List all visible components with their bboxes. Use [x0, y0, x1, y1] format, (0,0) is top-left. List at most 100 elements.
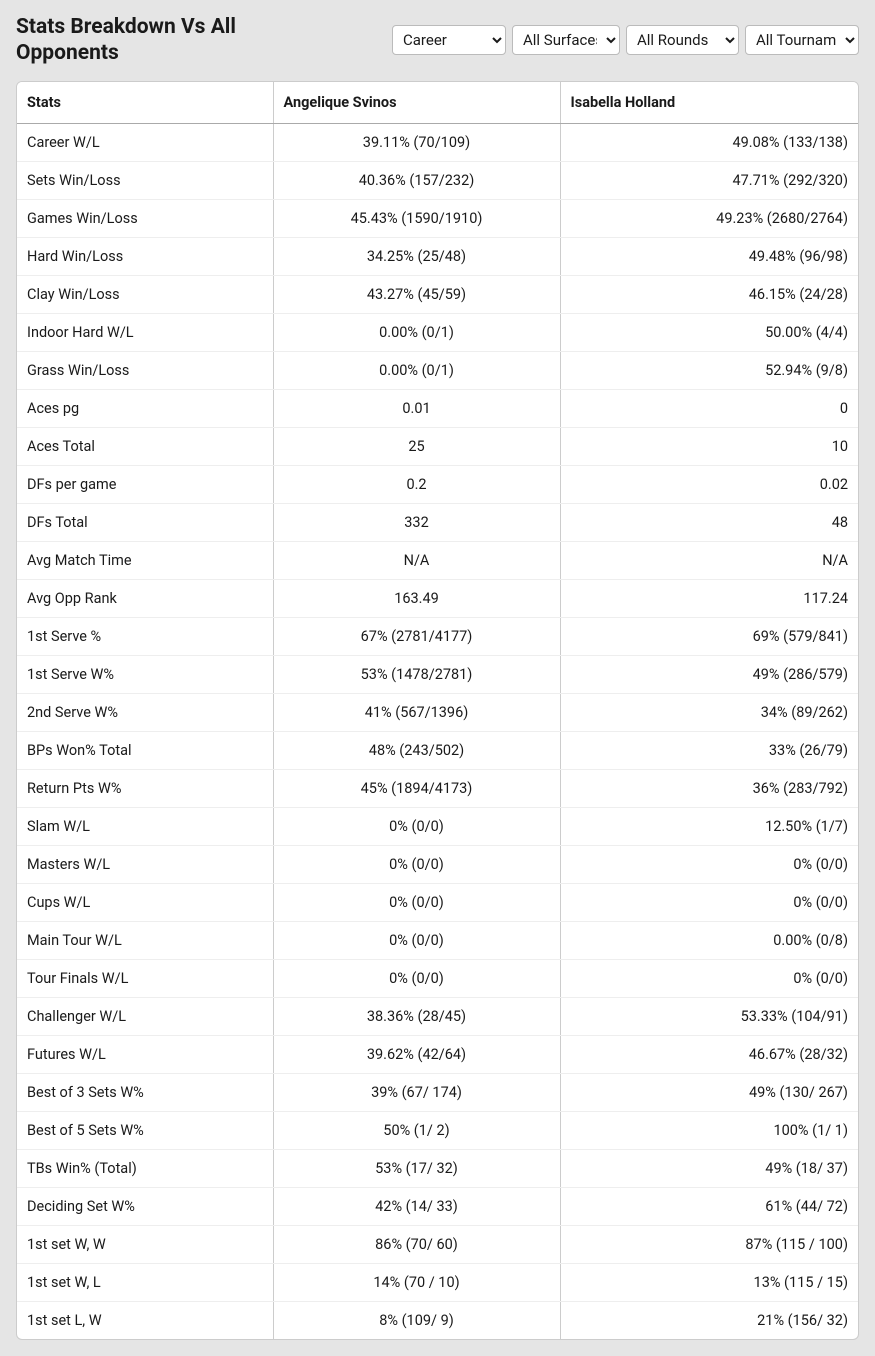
player1-value-cell: 163.49 — [273, 579, 560, 617]
table-row: Tour Finals W/L0% (0/0)0% (0/0) — [17, 959, 858, 997]
player1-value-cell: 39.11% (70/109) — [273, 123, 560, 161]
player2-value-cell: 34% (89/262) — [560, 693, 858, 731]
player1-value-cell: 0% (0/0) — [273, 807, 560, 845]
table-row: Grass Win/Loss0.00% (0/1)52.94% (9/8) — [17, 351, 858, 389]
player2-value-cell: 12.50% (1/7) — [560, 807, 858, 845]
stat-name-cell: Avg Opp Rank — [17, 579, 273, 617]
table-row: Clay Win/Loss43.27% (45/59)46.15% (24/28… — [17, 275, 858, 313]
player2-value-cell: 49.48% (96/98) — [560, 237, 858, 275]
stat-name-cell: DFs per game — [17, 465, 273, 503]
player2-value-cell: 48 — [560, 503, 858, 541]
table-row: Avg Match TimeN/AN/A — [17, 541, 858, 579]
stats-table-container: Stats Angelique Svinos Isabella Holland … — [16, 81, 859, 1340]
table-row: 1st Serve W%53% (1478/2781)49% (286/579) — [17, 655, 858, 693]
player1-value-cell: 0.00% (0/1) — [273, 313, 560, 351]
filter-surface[interactable]: All Surfaces — [512, 25, 620, 55]
player1-value-cell: 0.00% (0/1) — [273, 351, 560, 389]
player1-value-cell: 38.36% (28/45) — [273, 997, 560, 1035]
table-row: DFs Total33248 — [17, 503, 858, 541]
table-row: Avg Opp Rank163.49117.24 — [17, 579, 858, 617]
stat-name-cell: Deciding Set W% — [17, 1187, 273, 1225]
table-header-row: Stats Angelique Svinos Isabella Holland — [17, 82, 858, 124]
player1-value-cell: 86% (70/ 60) — [273, 1225, 560, 1263]
player2-value-cell: 36% (283/792) — [560, 769, 858, 807]
stat-name-cell: TBs Win% (Total) — [17, 1149, 273, 1187]
table-row: Sets Win/Loss40.36% (157/232)47.71% (292… — [17, 161, 858, 199]
table-row: Slam W/L0% (0/0)12.50% (1/7) — [17, 807, 858, 845]
stat-name-cell: Grass Win/Loss — [17, 351, 273, 389]
table-row: 2nd Serve W%41% (567/1396)34% (89/262) — [17, 693, 858, 731]
filter-tournaments[interactable]: All Tournaments — [745, 25, 859, 55]
table-row: Deciding Set W%42% (14/ 33)61% (44/ 72) — [17, 1187, 858, 1225]
player2-value-cell: 87% (115 / 100) — [560, 1225, 858, 1263]
player2-value-cell: 0% (0/0) — [560, 883, 858, 921]
player1-value-cell: 8% (109/ 9) — [273, 1301, 560, 1339]
table-row: Career W/L39.11% (70/109)49.08% (133/138… — [17, 123, 858, 161]
player2-value-cell: 0.00% (0/8) — [560, 921, 858, 959]
player1-value-cell: 0.2 — [273, 465, 560, 503]
player2-value-cell: 49% (130/ 267) — [560, 1073, 858, 1111]
player2-value-cell: 10 — [560, 427, 858, 465]
stat-name-cell: Aces Total — [17, 427, 273, 465]
stat-name-cell: Hard Win/Loss — [17, 237, 273, 275]
col-header-player1: Angelique Svinos — [273, 82, 560, 124]
table-row: Return Pts W%45% (1894/4173)36% (283/792… — [17, 769, 858, 807]
table-row: Main Tour W/L0% (0/0)0.00% (0/8) — [17, 921, 858, 959]
player2-value-cell: 0% (0/0) — [560, 845, 858, 883]
table-row: DFs per game0.20.02 — [17, 465, 858, 503]
col-header-stats: Stats — [17, 82, 273, 124]
stat-name-cell: Tour Finals W/L — [17, 959, 273, 997]
player1-value-cell: 43.27% (45/59) — [273, 275, 560, 313]
stats-table: Stats Angelique Svinos Isabella Holland … — [17, 82, 858, 1339]
table-row: Best of 3 Sets W%39% (67/ 174)49% (130/ … — [17, 1073, 858, 1111]
stat-name-cell: 1st set W, L — [17, 1263, 273, 1301]
page-title: Stats Breakdown Vs All Opponents — [16, 14, 316, 67]
player1-value-cell: 45% (1894/4173) — [273, 769, 560, 807]
stat-name-cell: Slam W/L — [17, 807, 273, 845]
table-row: Best of 5 Sets W%50% (1/ 2)100% (1/ 1) — [17, 1111, 858, 1149]
table-row: 1st set W, L14% (70 / 10)13% (115 / 15) — [17, 1263, 858, 1301]
stat-name-cell: Cups W/L — [17, 883, 273, 921]
table-row: TBs Win% (Total)53% (17/ 32)49% (18/ 37) — [17, 1149, 858, 1187]
filters: Career All Surfaces All Rounds All Tourn… — [392, 25, 859, 55]
stat-name-cell: Career W/L — [17, 123, 273, 161]
player1-value-cell: 34.25% (25/48) — [273, 237, 560, 275]
player2-value-cell: 100% (1/ 1) — [560, 1111, 858, 1149]
player2-value-cell: 46.15% (24/28) — [560, 275, 858, 313]
filter-career[interactable]: Career — [392, 25, 506, 55]
player2-value-cell: 49.23% (2680/2764) — [560, 199, 858, 237]
player1-value-cell: 39.62% (42/64) — [273, 1035, 560, 1073]
col-header-player2: Isabella Holland — [560, 82, 858, 124]
stat-name-cell: 1st set L, W — [17, 1301, 273, 1339]
player2-value-cell: 13% (115 / 15) — [560, 1263, 858, 1301]
table-row: 1st Serve %67% (2781/4177)69% (579/841) — [17, 617, 858, 655]
player1-value-cell: 67% (2781/4177) — [273, 617, 560, 655]
stat-name-cell: 1st Serve W% — [17, 655, 273, 693]
player2-value-cell: 61% (44/ 72) — [560, 1187, 858, 1225]
stat-name-cell: Futures W/L — [17, 1035, 273, 1073]
stat-name-cell: Sets Win/Loss — [17, 161, 273, 199]
table-row: 1st set W, W86% (70/ 60)87% (115 / 100) — [17, 1225, 858, 1263]
player2-value-cell: 50.00% (4/4) — [560, 313, 858, 351]
player1-value-cell: 45.43% (1590/1910) — [273, 199, 560, 237]
table-row: Hard Win/Loss34.25% (25/48)49.48% (96/98… — [17, 237, 858, 275]
player1-value-cell: 14% (70 / 10) — [273, 1263, 560, 1301]
player1-value-cell: N/A — [273, 541, 560, 579]
stat-name-cell: Clay Win/Loss — [17, 275, 273, 313]
player1-value-cell: 0% (0/0) — [273, 921, 560, 959]
stat-name-cell: Challenger W/L — [17, 997, 273, 1035]
stat-name-cell: Indoor Hard W/L — [17, 313, 273, 351]
stat-name-cell: 1st Serve % — [17, 617, 273, 655]
player2-value-cell: 46.67% (28/32) — [560, 1035, 858, 1073]
player2-value-cell: N/A — [560, 541, 858, 579]
player2-value-cell: 69% (579/841) — [560, 617, 858, 655]
table-row: Indoor Hard W/L0.00% (0/1)50.00% (4/4) — [17, 313, 858, 351]
stat-name-cell: 1st set W, W — [17, 1225, 273, 1263]
player1-value-cell: 41% (567/1396) — [273, 693, 560, 731]
player2-value-cell: 117.24 — [560, 579, 858, 617]
filter-rounds[interactable]: All Rounds — [626, 25, 739, 55]
player2-value-cell: 49% (286/579) — [560, 655, 858, 693]
player1-value-cell: 0% (0/0) — [273, 883, 560, 921]
player1-value-cell: 39% (67/ 174) — [273, 1073, 560, 1111]
table-row: Games Win/Loss45.43% (1590/1910)49.23% (… — [17, 199, 858, 237]
